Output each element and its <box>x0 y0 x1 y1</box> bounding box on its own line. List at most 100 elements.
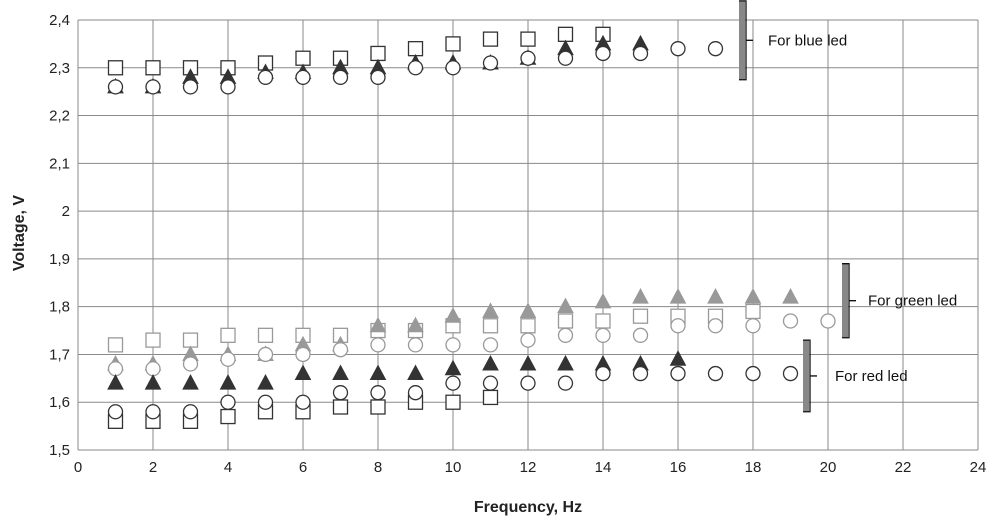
y-tick-label: 1,7 <box>49 346 70 363</box>
x-tick-label: 24 <box>970 459 987 476</box>
data-point-circle <box>632 45 649 62</box>
data-point-triangle <box>669 288 687 304</box>
data-point-triangle <box>632 288 649 304</box>
y-axis-title: Voltage, V <box>11 195 28 271</box>
data-point-triangle <box>219 374 237 390</box>
group-bracket-bar <box>842 263 848 338</box>
data-point-triangle <box>782 288 799 304</box>
data-point-triangle <box>369 316 387 333</box>
x-tick-label: 16 <box>670 459 687 476</box>
data-point-circle <box>145 404 161 420</box>
data-point-triangle <box>594 292 612 309</box>
x-tick-label: 20 <box>820 459 837 476</box>
y-tick-label: 2,2 <box>49 108 70 125</box>
y-tick-label: 1,9 <box>49 251 70 268</box>
data-point-square <box>557 313 574 329</box>
data-point-circle <box>745 365 761 382</box>
data-point-square <box>182 332 199 348</box>
y-tick-label: 2 <box>62 203 70 220</box>
data-point-circle <box>145 79 161 95</box>
data-point-square <box>295 50 311 66</box>
data-point-triangle <box>482 302 499 318</box>
data-point-circle <box>520 332 536 348</box>
data-point-circle <box>407 337 424 353</box>
data-point-square <box>332 399 349 415</box>
data-point-circle <box>407 385 424 401</box>
data-point-circle <box>632 327 649 343</box>
data-point-circle <box>257 346 274 363</box>
data-point-circle <box>557 327 574 343</box>
data-point-circle <box>670 318 686 334</box>
data-point-circle <box>220 351 236 367</box>
data-point-circle <box>707 318 724 334</box>
x-axis-ticks: 0 2 4 6 8 10 12 14 16 18 20 22 24 <box>74 459 987 476</box>
y-tick-label: 2,1 <box>49 155 70 172</box>
group-bracket-bar <box>803 340 809 412</box>
data-point-square <box>220 408 236 425</box>
data-point-triangle <box>744 288 762 304</box>
data-point-circle <box>407 60 424 76</box>
data-point-circle <box>370 69 386 85</box>
data-point-triangle <box>707 288 724 304</box>
data-point-square <box>595 313 611 329</box>
group-label: For blue led <box>768 32 847 49</box>
data-point-circle <box>145 361 161 377</box>
data-point-circle <box>182 356 199 372</box>
data-point-square <box>107 337 124 353</box>
data-point-triangle <box>294 364 312 381</box>
data-point-square <box>632 308 649 324</box>
data-point-square <box>482 31 499 47</box>
data-point-circle <box>595 327 611 343</box>
data-point-circle <box>520 50 536 66</box>
data-point-circle <box>820 313 836 329</box>
x-tick-label: 2 <box>149 459 157 476</box>
data-point-triangle <box>257 374 274 390</box>
x-tick-label: 4 <box>224 459 232 476</box>
data-point-triangle <box>519 302 537 318</box>
data-point-circle <box>370 385 386 401</box>
data-point-circle <box>295 346 311 363</box>
data-point-triangle <box>369 364 387 381</box>
data-point-circle <box>332 385 349 401</box>
data-point-triangle <box>407 364 424 381</box>
data-point-triangle <box>444 307 462 323</box>
y-tick-label: 1,6 <box>49 394 70 411</box>
data-point-square <box>482 318 499 334</box>
data-point-circle <box>707 365 724 382</box>
data-point-triangle <box>669 350 687 366</box>
data-point-square <box>145 332 161 348</box>
data-point-circle <box>220 79 236 95</box>
data-point-circle <box>595 365 611 382</box>
group-annotations: For blue led For green led For red led <box>739 0 957 413</box>
data-point-circle <box>557 50 574 66</box>
data-point-circle <box>445 60 461 76</box>
data-point-circle <box>632 365 649 382</box>
x-tick-label: 6 <box>299 459 307 476</box>
data-point-circle <box>332 342 349 358</box>
y-tick-label: 1,5 <box>49 442 70 459</box>
data-point-circle <box>295 69 311 85</box>
data-point-circle <box>182 404 199 420</box>
data-point-square <box>370 45 386 62</box>
group-bracket <box>739 0 753 81</box>
data-point-circle <box>482 375 499 391</box>
data-point-triangle <box>144 374 162 390</box>
data-point-triangle <box>107 374 124 390</box>
data-point-triangle <box>482 354 499 371</box>
data-point-circle <box>107 361 124 377</box>
data-point-circle <box>782 313 799 329</box>
group-bracket <box>803 339 817 413</box>
data-point-square <box>257 327 274 343</box>
data-point-circle <box>332 69 349 85</box>
data-point-circle <box>482 55 499 71</box>
data-point-square <box>445 394 461 410</box>
data-point-triangle <box>332 364 349 381</box>
data-point-circle <box>445 337 461 353</box>
y-tick-label: 1,8 <box>49 299 70 316</box>
group-label: For green led <box>868 293 957 310</box>
data-point-triangle <box>557 354 574 371</box>
x-axis-title: Frequency, Hz <box>474 499 582 516</box>
data-point-triangle <box>182 374 199 390</box>
data-points <box>107 26 836 429</box>
